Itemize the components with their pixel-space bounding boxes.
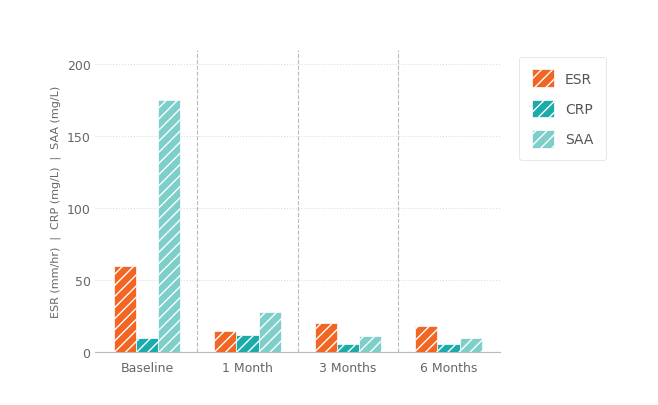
Bar (114, 266, 136, 352)
Y-axis label: ESR (mm/hr)  |  CRP (mg/L)  |  SAA (mg/L): ESR (mm/hr) | CRP (mg/L) | SAA (mg/L) (51, 85, 61, 318)
Legend: ESR, CRP, SAA: ESR, CRP, SAA (519, 58, 606, 161)
Bar (158, 101, 180, 352)
Bar (315, 324, 337, 352)
Bar (136, 338, 158, 352)
Bar (359, 337, 381, 352)
Text: INFLAMMATORY MARKERS (BASELINE TO 6 MONTHS)²: INFLAMMATORY MARKERS (BASELINE TO 6 MONT… (119, 17, 539, 31)
Bar (459, 338, 482, 352)
Bar (337, 344, 359, 352)
Bar (438, 344, 459, 352)
Bar (415, 326, 438, 352)
Bar (236, 335, 259, 352)
Bar (259, 312, 281, 352)
Bar (215, 331, 236, 352)
